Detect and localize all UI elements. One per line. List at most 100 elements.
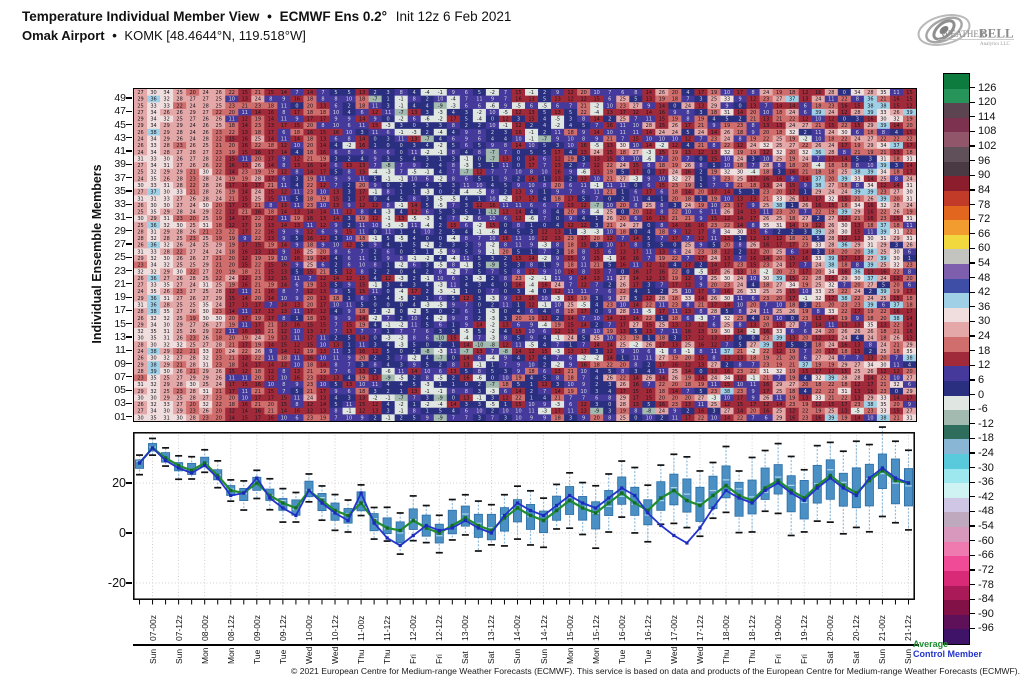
weatherbell-logo: WEATHER BELL Analytics LLC xyxy=(917,14,1014,47)
colorbar-tick-mark xyxy=(969,627,975,629)
member-axis-tick xyxy=(126,309,132,312)
day-axis-label: Tue xyxy=(251,649,262,664)
station-details: KOMK [48.4644°N, 119.518°W] xyxy=(124,28,306,43)
colorbar-segment xyxy=(944,483,969,499)
day-axis-label: Mon xyxy=(199,647,210,664)
colorbar-segment xyxy=(944,249,969,265)
member-axis-label: 19 xyxy=(114,291,126,304)
member-axis-label: 39 xyxy=(114,158,126,171)
colorbar-tick-label: 60 xyxy=(978,242,991,255)
colorbar-tick-label: -84 xyxy=(978,593,994,606)
chart-y-tick-mark xyxy=(126,532,132,534)
colorbar-tick-mark xyxy=(969,291,975,293)
member-axis-tick xyxy=(126,137,132,139)
logo-subtext: Analytics LLC xyxy=(980,42,1011,47)
colorbar-tick-label: 24 xyxy=(978,330,991,343)
day-axis-label: Mon xyxy=(225,647,236,664)
ensemble-heatmap-frame xyxy=(133,88,917,422)
colorbar-tick-mark xyxy=(969,481,975,483)
colorbar-tick-label: 36 xyxy=(978,300,991,313)
colorbar-tick-mark xyxy=(969,510,975,513)
member-axis-label: 37 xyxy=(114,171,126,184)
chart-y-tick-mark xyxy=(126,582,132,584)
member-axis-tick xyxy=(126,190,132,192)
member-axis-tick xyxy=(126,216,132,219)
colorbar-tick-mark xyxy=(969,437,975,439)
colorbar-tick-label: -72 xyxy=(978,563,994,576)
colorbar-segment xyxy=(944,117,969,133)
time-axis-label: 17-00z xyxy=(668,615,679,641)
chart-y-tick-label: -20 xyxy=(107,576,126,590)
member-axis-tick xyxy=(126,163,132,165)
time-axis-label: 16-12z xyxy=(642,615,653,641)
colorbar-tick-label: -96 xyxy=(978,622,994,635)
day-axis-label: Fri xyxy=(434,654,445,664)
colorbar-tick-label: -78 xyxy=(978,578,994,591)
colorbar-tick-label: 102 xyxy=(978,140,997,153)
member-axis-label: 25 xyxy=(114,251,126,264)
colorbar-tick-mark xyxy=(969,467,975,469)
colorbar-segment xyxy=(944,293,969,309)
colorbar-tick-mark xyxy=(969,189,975,191)
chart-y-tick-label: 0 xyxy=(119,526,126,540)
day-axis-label: Thu xyxy=(747,649,758,664)
colorbar-segment xyxy=(944,264,969,280)
time-axis-label: 20-12z xyxy=(851,615,862,641)
colorbar-segment xyxy=(944,205,969,221)
station-separator: • xyxy=(112,28,117,43)
time-axis-label: 21-00z xyxy=(877,615,888,641)
colorbar-tick-label: -30 xyxy=(978,461,994,474)
day-axis-label: Wed xyxy=(668,646,679,664)
colorbar-tick-mark xyxy=(969,379,975,381)
member-axis-label: 05 xyxy=(114,384,126,397)
time-axis-label: 16-00z xyxy=(616,615,627,641)
colorbar-tick-label: 30 xyxy=(978,315,991,328)
time-axis-label: 09-12z xyxy=(277,615,288,641)
colorbar-tick-mark xyxy=(969,408,975,410)
day-axis-divider xyxy=(133,644,919,646)
colorbar-segment xyxy=(944,103,969,119)
day-axis-label: Mon xyxy=(564,647,575,664)
colorbar-tick-label: 48 xyxy=(978,271,991,284)
legend-control-member: Control Member xyxy=(913,648,983,659)
colorbar-tick-mark xyxy=(969,174,975,176)
day-axis-label: Sat xyxy=(825,651,836,664)
member-axis-tick xyxy=(126,416,132,418)
colorbar-tick-label: -6 xyxy=(978,403,988,416)
colorbar-segment xyxy=(944,541,969,557)
time-axis-label: 07-00z xyxy=(147,615,158,641)
member-axis-label: 41 xyxy=(114,145,126,158)
time-axis-label: 12-00z xyxy=(408,615,419,641)
day-axis-label: Sun xyxy=(173,648,184,664)
colorbar-tick-label: -54 xyxy=(978,520,994,533)
colorbar-tick-mark xyxy=(969,145,975,147)
member-axis-label: 23 xyxy=(114,264,126,277)
member-axis-label: 29 xyxy=(114,224,126,237)
member-axis-tick xyxy=(126,177,132,179)
colorbar-tick-label: -36 xyxy=(978,476,994,489)
day-axis-label: Wed xyxy=(330,646,341,664)
member-axis-label: 03 xyxy=(114,397,126,410)
member-axis-label: 45 xyxy=(114,118,126,131)
member-axis-tick xyxy=(126,110,132,112)
colorbar-segment xyxy=(944,322,969,338)
colorbar-segment xyxy=(944,161,969,177)
day-axis-label: Tue xyxy=(642,649,653,664)
hurricane-swirl-icon xyxy=(917,14,971,46)
colorbar-tick-mark xyxy=(969,569,975,571)
time-axis-label: 09-00z xyxy=(251,615,262,641)
colorbar-segment xyxy=(944,278,969,294)
member-axis-tick xyxy=(126,97,132,99)
member-axis-tick xyxy=(126,376,132,378)
time-axis-label: 14-12z xyxy=(538,615,549,641)
time-axis-label: 15-00z xyxy=(564,615,575,641)
day-axis-label: Tue xyxy=(277,649,288,664)
member-axis-label: 21 xyxy=(114,277,126,290)
colorbar-segment xyxy=(944,424,969,440)
time-axis-label: 12-12z xyxy=(434,615,445,641)
member-axis-tick xyxy=(126,296,132,298)
member-axis-label: 01 xyxy=(114,410,126,423)
time-axis-label: 18-00z xyxy=(721,615,732,641)
colorbar-tick-label: 6 xyxy=(978,373,985,386)
